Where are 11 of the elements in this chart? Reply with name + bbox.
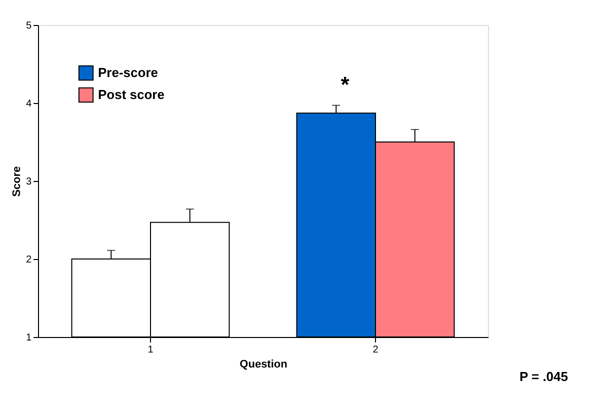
annotation: * — [340, 72, 350, 97]
y-tick-label: 5 — [26, 20, 32, 32]
y-tick-label: 3 — [26, 176, 32, 188]
x-axis-title: Question — [240, 358, 288, 370]
legend-label: Post score — [98, 87, 164, 102]
y-tick-label: 4 — [26, 98, 32, 110]
text: P = .045 — [519, 369, 568, 384]
y-axis-title: Score — [10, 166, 23, 197]
y-tick-label: 1 — [26, 332, 32, 344]
y-tick-label: 2 — [26, 254, 32, 266]
legend-label: Pre-score — [98, 65, 158, 80]
